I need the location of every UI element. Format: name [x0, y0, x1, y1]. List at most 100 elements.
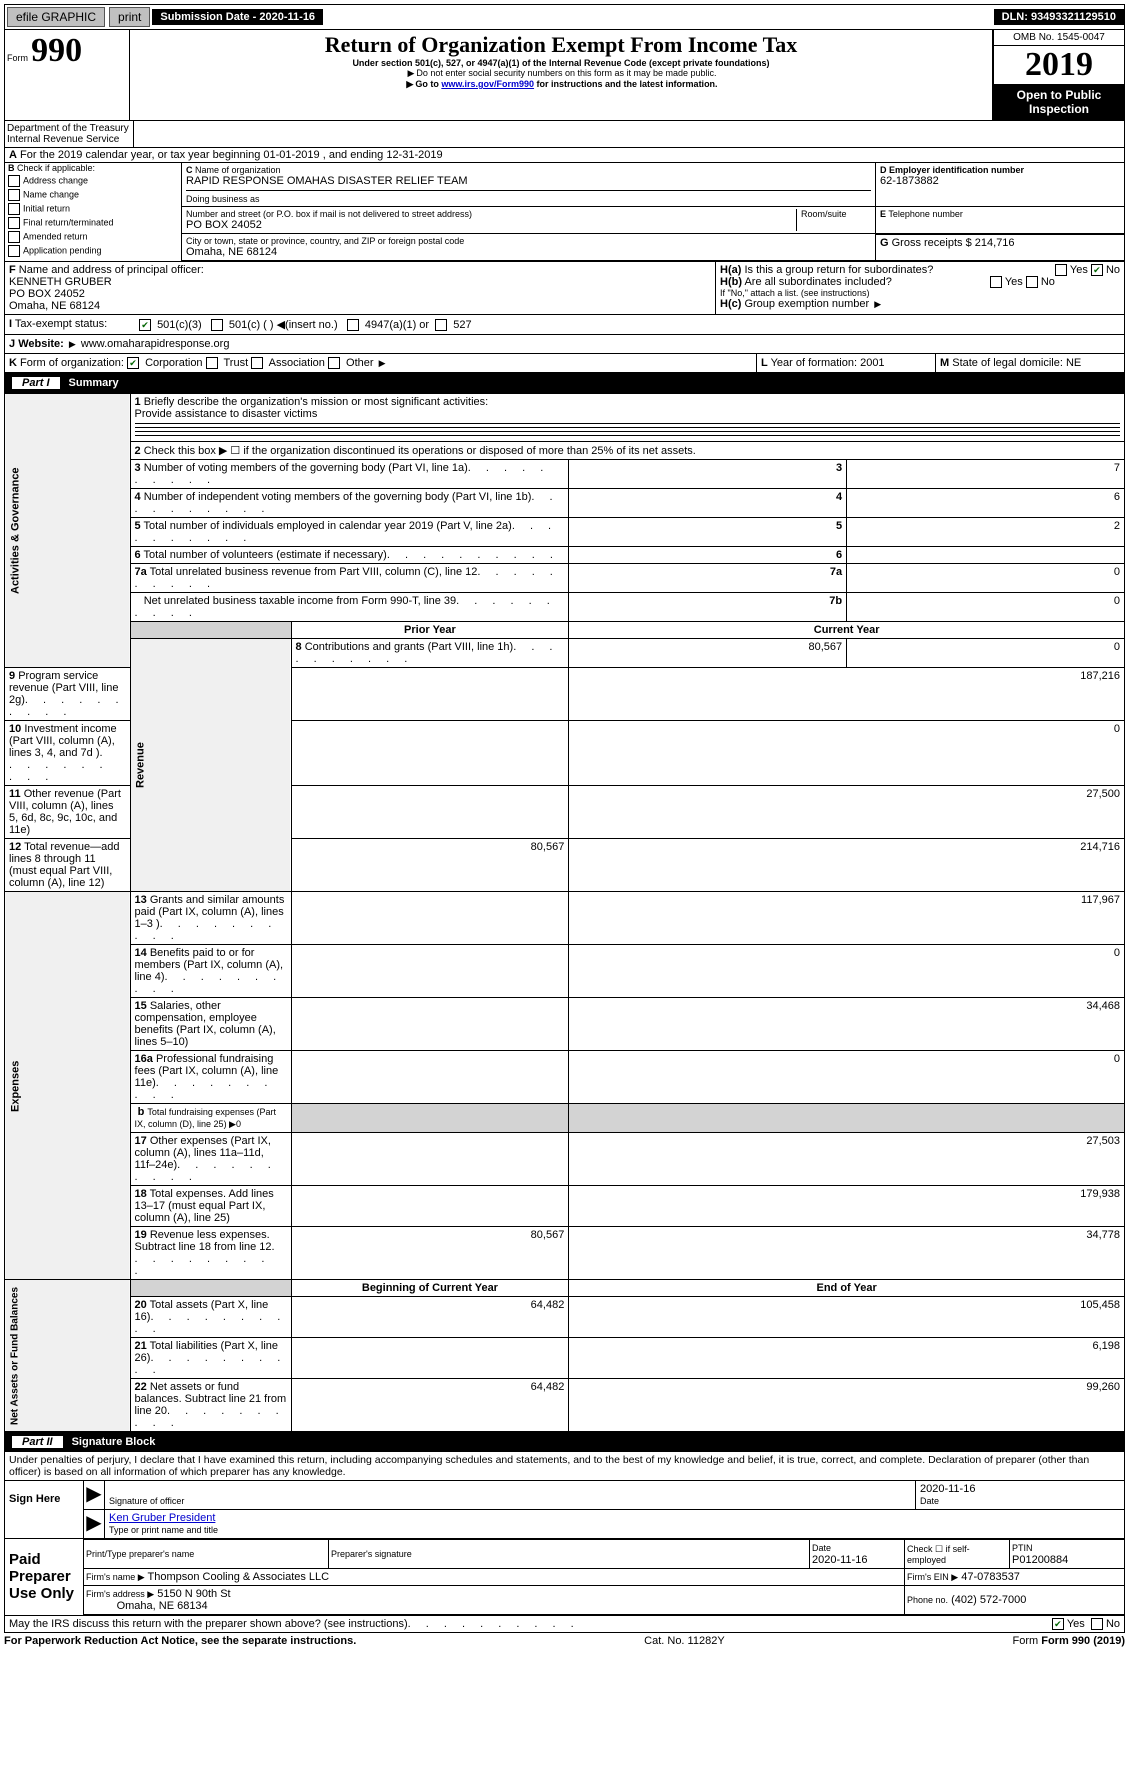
n21-begin: [291, 1338, 569, 1379]
firm-addr2: Omaha, NE 68134: [117, 1600, 208, 1612]
footer-right: Form 990 (2019): [1041, 1635, 1125, 1647]
cb-amended[interactable]: [8, 231, 20, 243]
e14-num: 14: [135, 947, 147, 959]
summary-table: Activities & Governance 1 Briefly descri…: [4, 393, 1125, 1432]
e15-text: Salaries, other compensation, employee b…: [135, 1000, 276, 1048]
other-label: Other: [346, 357, 377, 369]
form-header: Form 990 Return of Organization Exempt F…: [4, 30, 1125, 121]
hb-label: Are all subordinates included?: [744, 276, 891, 288]
cb-name-change[interactable]: [8, 189, 20, 201]
row5-num: 5: [135, 520, 141, 532]
501c-label: 501(c) ( ) ◀(insert no.): [229, 319, 338, 331]
r12-text: Total revenue—add lines 8 through 11 (mu…: [9, 841, 120, 889]
state-domicile-label: State of legal domicile:: [952, 357, 1063, 369]
r10-num: 10: [9, 723, 21, 735]
cb-assoc[interactable]: [251, 357, 263, 369]
r10-curr: 0: [569, 721, 1125, 786]
row7a-val: 0: [847, 564, 1125, 593]
gross-receipts-label: Gross receipts $: [892, 237, 972, 249]
e15-num: 15: [135, 1000, 147, 1012]
paid-preparer-label: Paid Preparer Use Only: [5, 1539, 84, 1615]
hb-yes[interactable]: [990, 276, 1002, 288]
addr-label: Number and street (or P.O. box if mail i…: [186, 209, 792, 219]
n22-begin: 64,482: [291, 1379, 569, 1432]
r8-prior: 80,567: [569, 639, 847, 668]
e16b-num: b: [138, 1106, 145, 1118]
cb-address-change[interactable]: [8, 175, 20, 187]
year-formation: 2001: [860, 357, 884, 369]
discuss-yes[interactable]: [1052, 1618, 1064, 1630]
vert-revenue: Revenue: [130, 639, 291, 892]
hb-no[interactable]: [1026, 276, 1038, 288]
e19-num: 19: [135, 1229, 147, 1241]
ha-no[interactable]: [1091, 264, 1103, 276]
website-label: Website:: [18, 338, 67, 350]
no-label: No: [1106, 264, 1120, 276]
cb-501c3[interactable]: [139, 319, 151, 331]
form-subtitle: Under section 501(c), 527, or 4947(a)(1)…: [134, 58, 988, 68]
row4-box: 4: [569, 489, 847, 518]
row6-val: [847, 547, 1125, 564]
officer-label: Name and address of principal officer:: [19, 264, 204, 276]
check-applicable-label: Check if applicable:: [17, 163, 95, 173]
hc-label: Group exemption number: [744, 298, 872, 310]
cb-501c[interactable]: [211, 319, 223, 331]
print-button[interactable]: print: [109, 7, 150, 27]
r11-curr: 27,500: [569, 786, 1125, 839]
omb-number: OMB No. 1545-0047: [994, 30, 1124, 46]
cb-corp[interactable]: [127, 357, 139, 369]
prep-date: 2020-11-16: [812, 1554, 867, 1566]
q1-label: Briefly describe the organization's miss…: [144, 396, 488, 408]
527-label: 527: [453, 319, 471, 331]
officer-addr2: Omaha, NE 68124: [9, 300, 100, 312]
gross-receipts-value: 214,716: [975, 237, 1015, 249]
yes-label2: Yes: [1005, 276, 1023, 288]
e19-prior: 80,567: [291, 1227, 569, 1280]
efile-button[interactable]: efile GRAPHIC: [7, 7, 105, 27]
e16b-text: Total fundraising expenses (Part IX, col…: [135, 1107, 276, 1129]
cb-final-return[interactable]: [8, 217, 20, 229]
ha-yes[interactable]: [1055, 264, 1067, 276]
form-org-label: Form of organization:: [20, 357, 124, 369]
e13-num: 13: [135, 894, 147, 906]
cb-initial-return[interactable]: [8, 203, 20, 215]
e15-curr: 34,468: [569, 998, 1125, 1051]
n20-end: 105,458: [569, 1297, 1125, 1338]
officer-name-link[interactable]: Ken Gruber President: [109, 1512, 215, 1524]
no-label2: No: [1041, 276, 1055, 288]
name-change-label: Name change: [23, 189, 79, 199]
cb-4947[interactable]: [347, 319, 359, 331]
dln: DLN: 93493321129510: [994, 9, 1124, 25]
cb-527[interactable]: [435, 319, 447, 331]
e16a-num: 16a: [135, 1053, 153, 1065]
form-word: Form: [7, 53, 28, 63]
501c3-label: 501(c)(3): [157, 319, 202, 331]
q2-text: Check this box ▶ ☐ if the organization d…: [144, 445, 696, 457]
dba-label: Doing business as: [186, 194, 871, 204]
cb-other[interactable]: [328, 357, 340, 369]
sig-name-label: Type or print name and title: [109, 1525, 218, 1535]
part1-title: Summary: [69, 377, 119, 389]
prep-date-label: Date: [812, 1543, 831, 1553]
row3-box: 3: [569, 460, 847, 489]
org-name: RAPID RESPONSE OMAHAS DISASTER RELIEF TE…: [186, 175, 871, 187]
row6-box: 6: [569, 547, 847, 564]
org-name-label: Name of organization: [195, 165, 281, 175]
footer-left: For Paperwork Reduction Act Notice, see …: [4, 1635, 356, 1647]
officer-addr1: PO BOX 24052: [9, 288, 85, 300]
discuss-no[interactable]: [1091, 1618, 1103, 1630]
e17-num: 17: [135, 1135, 147, 1147]
top-bar: efile GRAPHIC print Submission Date - 20…: [4, 4, 1125, 30]
row5-text: Total number of individuals employed in …: [144, 520, 512, 532]
note-ssn: Do not enter social security numbers on …: [416, 68, 716, 78]
cb-trust[interactable]: [206, 357, 218, 369]
n20-num: 20: [135, 1299, 147, 1311]
firm-ein: 47-0783537: [961, 1571, 1020, 1583]
cb-app-pending[interactable]: [8, 245, 20, 257]
h-note: If "No," attach a list. (see instruction…: [720, 288, 1120, 298]
prep-sig-label: Preparer's signature: [331, 1549, 412, 1559]
r10-prior: [291, 721, 569, 786]
instructions-link[interactable]: www.irs.gov/Form990: [441, 79, 534, 89]
n22-num: 22: [135, 1381, 147, 1393]
r11-prior: [291, 786, 569, 839]
